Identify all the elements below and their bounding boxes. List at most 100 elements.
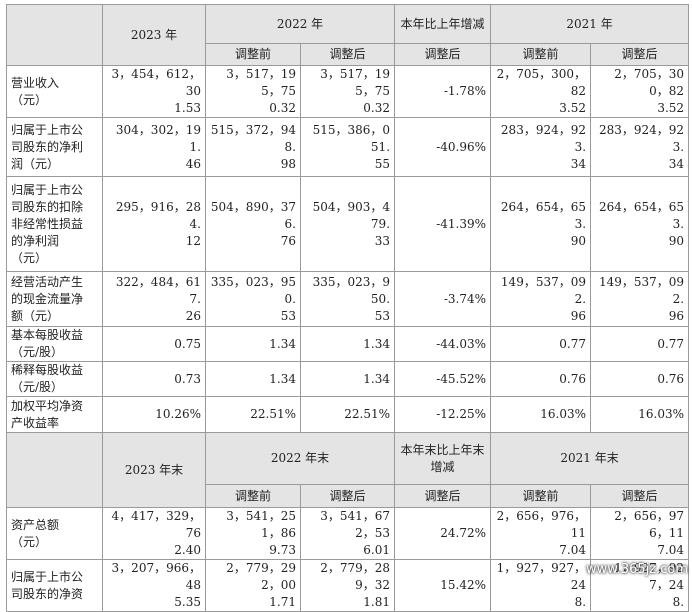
row-label: 归属于上市公 司股东的扣除 非经常性损益 的净利润 （元） [6,176,103,272]
row-label-line: 资产总额 [11,517,60,532]
value-line: 3，517，195，75 [226,67,296,98]
value-line: 283，924，923. [598,122,685,154]
value-line: 504，903，479. [312,199,391,231]
value-line: 16.03% [638,407,685,421]
value-line: 2，656，976，11 [496,509,587,540]
value-cell-a2021: 149，537，092. 96 [590,271,690,327]
table-row: 归属于上市公 司股东的扣除 非经常性损益 的净利润 （元） 295，916，284. 12 5… [6,176,690,272]
value-line: 34 [668,156,685,171]
value-line: 2，705，300，82 [614,67,685,98]
value-line: 9.73 [269,543,296,557]
value-line: 335，023，950. [312,274,391,306]
row-label-line: （元/股） [11,380,64,394]
header-2023: 2023 年 [102,4,206,66]
value-line: 2，779，289，32 [320,561,391,592]
subheader-change-after: 调整后 [394,484,492,508]
value-line: 149，537，092. [598,274,685,306]
value-line: 0.76 [657,371,685,386]
value-cell-v2023: 295，916，284. 12 [102,176,206,272]
value-cell-b2021: 283，924，923. 34 [490,117,592,177]
value-line: 0.77 [657,336,685,351]
value-line: 283，924，923. [500,122,587,154]
header-2022: 2022 年末 [204,432,396,485]
value-line: 504，890，376. [210,199,296,231]
value-line: 5.35 [174,595,201,609]
value-cell-b2021: 0.76 [490,361,592,397]
value-line: 3，454，612，30 [111,67,201,98]
header-blank [6,432,103,508]
value-cell-a2022: 3，517，195，75 0.32 [299,65,396,118]
row-label-line: 归属于上市公 [11,182,84,197]
value-line: 3.52 [559,101,587,115]
row-label-line: 的现金流量净 [11,291,84,306]
value-line: 55 [374,156,391,171]
table-row: 营业收入 （元） 3，454，612，30 1.53 3，517，195，75 0.32 3… [6,65,690,118]
value-line: 2.40 [174,543,201,557]
value-line: 3.52 [657,101,685,115]
value-cell-a2021: 2，656，976，11 7.04 [590,507,690,560]
value-cell-b2021: 0.77 [490,326,592,362]
change-cell: -40.96% [394,117,492,177]
row-label-line: 的净利润 [11,233,60,248]
value-line: 3，207，966，48 [111,561,201,592]
value-line: 7.04 [657,543,685,557]
value-line: 515，386，051. [312,122,391,154]
value-line: 3，541，251，86 [226,509,296,540]
table-row: 加权平均净资 产收益率 10.26% 22.51% 22.51% -12.25% 16.03… [6,396,690,433]
header-2022: 2022 年 [204,4,396,44]
value-line: 264，654，653. [598,199,685,231]
row-label-line: 经营活动产生 [11,274,84,289]
value-cell-a2022: 22.51% [299,396,396,433]
value-line: 1.34 [269,336,296,351]
value-cell-a2022: 1.34 [299,361,396,397]
value-line: 322，484，617. [115,274,201,306]
watermark: www.365jz.com [586,562,688,577]
subheader-row: 调整前 调整后 调整后 调整前 调整后 [7,484,690,508]
value-cell-a2021: 0.76 [590,361,690,397]
value-cell-b2021: 16.03% [490,396,592,433]
row-label-line: 额（元） [11,308,60,323]
value-line: 90 [570,233,587,248]
value-line: 1.53 [174,101,201,115]
value-cell-b2021: 264，654，653. 90 [490,176,592,272]
row-label: 归属于上市公 司股东的净资 [6,559,103,612]
value-line: 22.51% [344,407,391,421]
row-label: 经营活动产生 的现金流量净 额（元） [6,271,103,327]
row-label-line: （元） [11,92,48,107]
value-cell-b2022: 515，372，948. 98 [205,117,301,177]
value-cell-b2021: 1，927，927，24 8. [490,559,592,612]
value-cell-a2021: 16.03% [590,396,690,433]
change-cell: -41.39% [394,176,492,272]
header-change: 本年比上年增减 [394,4,492,44]
value-line: 335，023，950. [210,274,296,306]
value-line: 2，779，292，00 [226,561,296,592]
row-label-line: （元/股） [11,345,64,359]
subheader-after: 调整后 [299,484,396,508]
value-line: 0.32 [269,101,296,115]
value-cell-a2021: 264，654，653. 90 [590,176,690,272]
value-line: 0.73 [174,371,201,386]
row-label-line: 司股东的扣除 [11,199,84,214]
value-cell-b2022: 22.51% [205,396,301,433]
subheader-before: 调整前 [205,43,301,66]
value-line: 1.34 [363,371,391,386]
change-cell: -44.03% [394,326,492,362]
value-line: 1.34 [363,336,391,351]
value-cell-v2023: 3，454，612，30 1.53 [102,65,206,118]
value-line: 76 [280,233,296,248]
row-label: 基本每股收益 （元/股） [6,326,103,362]
value-line: 0.75 [174,336,201,351]
value-cell-a2022: 2，779，289，32 1.81 [299,559,396,612]
value-cell-v2023: 0.73 [102,361,206,397]
value-line: 0.32 [363,101,391,115]
value-cell-b2022: 3，541，251，86 9.73 [205,507,301,560]
value-cell-a2022: 515，386，051. 55 [299,117,396,177]
table-row: 归属于上市公 司股东的净利 润（元） 304，302，191. 46 515，372，94… [6,117,690,177]
value-line: 1，927，927，24 [496,561,587,592]
value-line: 6.01 [363,543,391,557]
change-cell: -45.52% [394,361,492,397]
subheader-before: 调整前 [490,484,592,508]
value-cell-v2023: 4，417，329，76 2.40 [102,507,206,560]
value-cell-v2023: 304，302，191. 46 [102,117,206,177]
value-line: 8. [574,595,587,609]
